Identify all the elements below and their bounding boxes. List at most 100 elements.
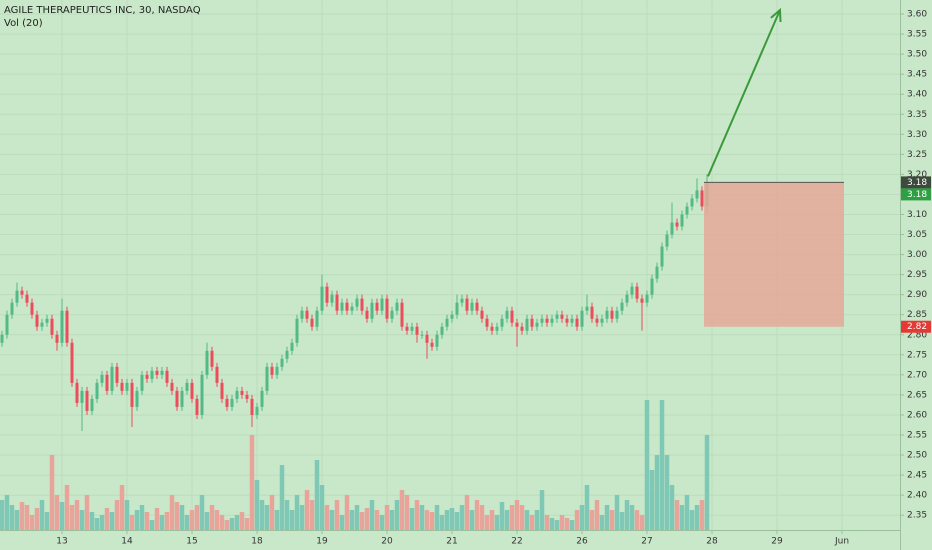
candle-body: [195, 398, 199, 415]
volume-bar: [609, 510, 615, 530]
volume-bar: [104, 508, 110, 530]
candle-body: [80, 390, 84, 403]
volume-bar: [569, 520, 575, 530]
volume-bar: [269, 495, 275, 530]
x-tick-label: 21: [446, 537, 457, 547]
candle-body: [495, 326, 499, 331]
candle-body: [425, 334, 429, 343]
candle-body: [45, 318, 49, 323]
candle-body: [310, 318, 314, 327]
candle-body: [340, 302, 344, 311]
volume-bar: [329, 510, 335, 530]
candle-body: [70, 342, 74, 383]
candle-body: [50, 318, 54, 335]
volume-bar: [634, 510, 640, 530]
candle-body: [75, 382, 79, 403]
volume-bar: [179, 505, 185, 530]
volume-bar: [689, 510, 695, 530]
candle-body: [330, 294, 334, 303]
volume-bar: [0, 500, 5, 530]
volume-bar: [199, 495, 205, 530]
volume-bar: [214, 510, 220, 530]
volume-bar: [259, 500, 265, 530]
volume-bar: [439, 515, 445, 530]
volume-bar: [234, 515, 240, 530]
candle-body: [590, 306, 594, 319]
volume-bar: [469, 510, 475, 530]
candle-body: [385, 298, 389, 319]
volume-bar: [224, 520, 230, 530]
candle-body: [680, 214, 684, 227]
y-tick-label: 3.25: [907, 150, 927, 160]
candle-body: [450, 314, 454, 319]
last-price-badge-label: 3.18: [907, 190, 927, 200]
volume-bar: [184, 515, 190, 530]
volume-bar: [254, 480, 260, 530]
y-tick-label: 2.65: [907, 390, 927, 400]
volume-bar: [364, 508, 370, 530]
volume-bar: [49, 455, 55, 530]
candle-body: [165, 370, 169, 383]
candle-body: [35, 314, 39, 327]
volume-bar: [449, 508, 455, 530]
x-tick-label: 18: [251, 537, 263, 547]
candle-body: [660, 246, 664, 267]
y-tick-label: 2.95: [907, 270, 927, 280]
candle-body: [250, 398, 254, 415]
x-tick-label: 29: [771, 537, 783, 547]
candle-body: [700, 190, 704, 207]
volume-bar: [679, 505, 685, 530]
candle-body: [120, 382, 124, 391]
volume-bar: [559, 515, 565, 530]
volume-bar: [459, 505, 465, 530]
x-tick-label: 19: [316, 537, 328, 547]
candle-body: [640, 298, 644, 303]
volume-bar: [389, 510, 395, 530]
y-tick-label: 2.50: [907, 451, 927, 461]
volume-label: Vol (20): [4, 18, 43, 29]
candle-body: [135, 390, 139, 407]
y-tick-label: 2.35: [907, 511, 927, 521]
last-price-badge: [901, 188, 931, 201]
volume-bar: [339, 515, 345, 530]
volume-bar: [374, 510, 380, 530]
volume-bar: [644, 400, 650, 530]
candle-body: [65, 310, 69, 343]
candle-body: [530, 318, 534, 327]
y-tick-label: 3.35: [907, 110, 927, 120]
volume-bar: [434, 505, 440, 530]
volume-bar: [504, 510, 510, 530]
candle-body: [560, 314, 564, 319]
y-tick-label: 3.50: [907, 50, 927, 60]
volume-bar: [324, 505, 330, 530]
y-tick-label: 3.05: [907, 230, 927, 240]
candle-body: [645, 294, 649, 303]
candle-body: [395, 302, 399, 311]
volume-bar: [279, 465, 285, 530]
entry-badge: [901, 176, 931, 189]
chart-title: AGILE THERAPEUTICS INC, 30, NASDAQ: [4, 5, 201, 16]
volume-bar: [624, 500, 630, 530]
volume-bar: [204, 512, 210, 530]
candle-body: [365, 310, 369, 319]
candle-body: [215, 366, 219, 383]
volume-bar: [384, 505, 390, 530]
candle-body: [360, 298, 364, 311]
candle-body: [170, 382, 174, 391]
volume-bar: [619, 512, 625, 530]
candle-body: [430, 342, 434, 347]
volume-bar: [24, 505, 30, 530]
y-tick-label: 2.85: [907, 310, 927, 320]
volume-bar: [94, 518, 100, 530]
volume-bar: [144, 512, 150, 530]
candle-body: [100, 374, 104, 383]
volume-bar: [194, 505, 200, 530]
y-tick-label: 2.55: [907, 430, 927, 440]
volume-bar: [594, 500, 600, 530]
candle-body: [185, 382, 189, 391]
volume-bar: [29, 515, 35, 530]
volume-bar: [654, 455, 660, 530]
candle-body: [520, 326, 524, 331]
volume-bar: [229, 518, 235, 530]
candle-body: [615, 310, 619, 319]
